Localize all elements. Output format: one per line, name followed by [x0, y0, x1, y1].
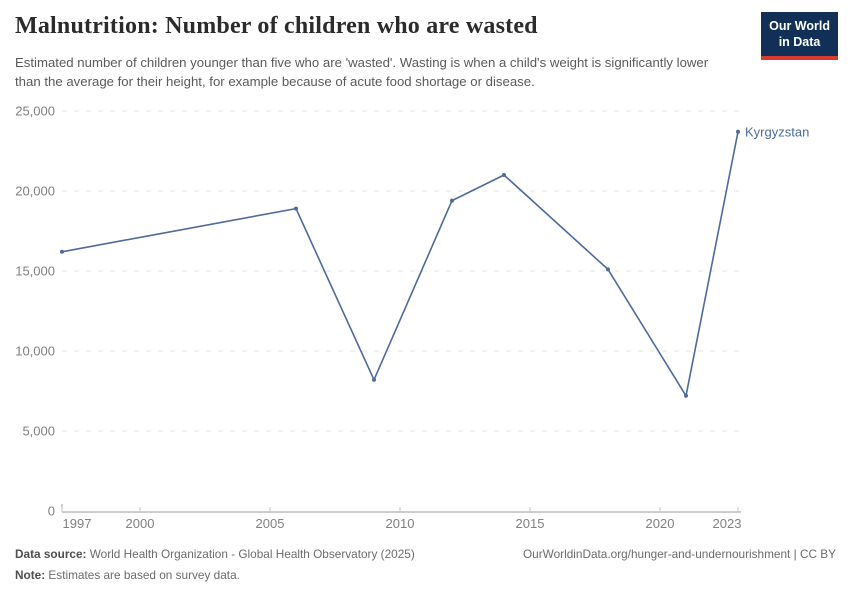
data-point: [60, 249, 64, 254]
chart-footer: Data source: World Health Organization -…: [15, 544, 836, 586]
y-tick-label: 0: [48, 504, 55, 519]
data-point: [294, 206, 298, 211]
owid-logo-line1: Our World: [769, 19, 830, 33]
x-tick-label: 2015: [516, 516, 545, 531]
y-tick-label: 5,000: [22, 424, 55, 439]
owid-logo-line2: in Data: [778, 35, 821, 50]
page-title: Malnutrition: Number of children who are…: [15, 13, 538, 39]
note-text: Estimates are based on survey data.: [45, 568, 240, 582]
owid-logo[interactable]: Our World in Data: [761, 12, 838, 60]
chart-subtitle: Estimated number of children younger tha…: [15, 55, 709, 90]
series-end-label: Kyrgyzstan: [745, 124, 809, 139]
data-point: [372, 377, 376, 382]
data-source-line: Data source: World Health Organization -…: [15, 544, 415, 565]
data-point: [736, 129, 740, 134]
note-label: Note:: [15, 568, 46, 582]
x-tick-label: 2023: [713, 516, 742, 531]
owid-url-link[interactable]: OurWorldinData.org/hunger-and-undernouri…: [523, 547, 836, 561]
y-tick-label: 10,000: [15, 344, 55, 359]
x-tick-label: 2010: [386, 516, 415, 531]
x-tick-label: 2005: [256, 516, 285, 531]
data-source-label: Data source:: [15, 547, 87, 561]
data-point: [502, 173, 506, 177]
data-line: [61, 131, 739, 397]
y-tick-label: 20,000: [15, 184, 55, 199]
y-tick-label: 25,000: [15, 104, 55, 119]
data-point: [450, 198, 454, 203]
note-line: Note: Estimates are based on survey data…: [15, 565, 836, 586]
x-tick-label: 1997: [63, 516, 92, 531]
data-point: [606, 267, 610, 272]
x-tick-label: 2000: [126, 516, 155, 531]
y-tick-label: 15,000: [15, 264, 55, 279]
x-tick-label: 2020: [646, 516, 675, 531]
data-point: [684, 393, 688, 398]
data-source-text: World Health Organization - Global Healt…: [86, 547, 415, 561]
